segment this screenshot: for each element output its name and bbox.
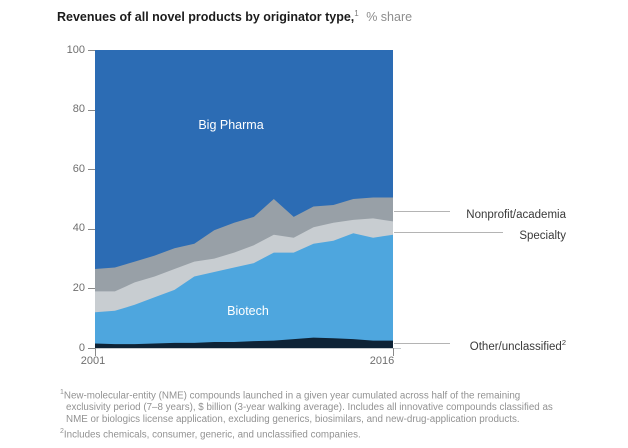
y-tick-label-0: 0	[78, 341, 85, 354]
y-tick-100	[88, 50, 95, 51]
y-tick-label-80: 80	[72, 103, 85, 116]
footnote-text: NME or biologics license application, ex…	[66, 414, 520, 426]
y-tick-label-20: 20	[72, 281, 85, 294]
connector-line-other	[394, 343, 450, 344]
chart-title: Revenues of all novel products by origin…	[57, 9, 412, 24]
area-label-big-pharma: Big Pharma	[198, 118, 264, 132]
chart-title-footnote-ref: 1	[354, 9, 359, 18]
y-tick-label-60: 60	[72, 162, 85, 175]
chart-title-main: Revenues of all novel products by origin…	[57, 10, 355, 25]
annotation-nonprofit-academia: Nonprofit/academia	[376, 204, 566, 222]
footnote-line: 1New-molecular-entity (NME) compounds la…	[60, 387, 615, 402]
connector-line-nonprofit	[394, 211, 450, 212]
annotation-other-sup: 2	[561, 338, 566, 347]
annotation-other-unclassified: Other/unclassified2	[376, 336, 566, 354]
footnote-line: NME or biologics license application, ex…	[60, 414, 615, 426]
x-tick-label-2001: 2001	[80, 355, 106, 367]
annotation-other-text: Other/unclassified	[469, 340, 562, 353]
x-tick-label-2016: 2016	[369, 355, 395, 367]
area-other-unclassified	[95, 337, 393, 348]
x-tick-2001	[95, 348, 96, 356]
chart-title-unit: % share	[366, 10, 413, 25]
footnote-text: New-molecular-entity (NME) compounds lau…	[63, 390, 521, 402]
y-tick-40	[88, 228, 95, 230]
y-tick-0	[88, 348, 95, 349]
connector-line-specialty	[394, 232, 503, 233]
footnote-sup: 1	[60, 389, 64, 396]
annotation-specialty: Specialty	[376, 225, 566, 243]
footnote-line: exclusivity period (7–8 years), $ billio…	[60, 402, 615, 414]
area-label-biotech: Biotech	[227, 304, 269, 318]
y-tick-80	[88, 109, 95, 111]
y-tick-label-40: 40	[72, 222, 85, 235]
y-tick-60	[88, 169, 95, 171]
footnote-line: 2Includes chemicals, consumer, generic, …	[60, 426, 615, 441]
annotation-nonprofit-text: Nonprofit/academia	[466, 208, 566, 221]
annotation-specialty-text: Specialty	[519, 229, 566, 242]
footnote-text: Includes chemicals, consumer, generic, a…	[63, 429, 361, 441]
footnotes: 1New-molecular-entity (NME) compounds la…	[60, 387, 615, 442]
footnote-sup: 2	[60, 428, 64, 436]
y-tick-20	[88, 288, 95, 290]
footnote-text: exclusivity period (7–8 years), $ billio…	[66, 402, 553, 414]
area-biotech	[95, 233, 393, 348]
x-axis-line	[95, 348, 401, 349]
stacked-area-plot	[95, 50, 393, 348]
y-tick-label-100: 100	[66, 43, 85, 56]
x-tick-2016	[393, 348, 394, 356]
